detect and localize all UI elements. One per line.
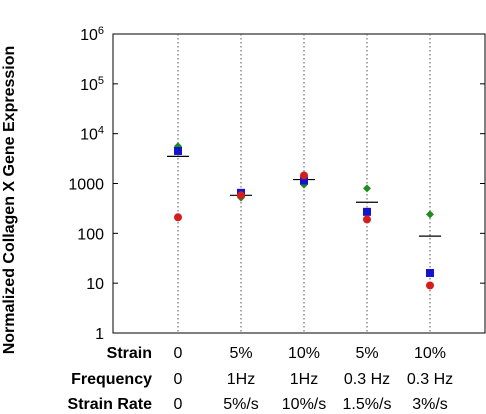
circle-point-3 <box>363 215 371 224</box>
circle-point-2 <box>300 171 308 180</box>
y-tick-label-4: 104 <box>80 125 104 144</box>
y-axis: 1 10 100 1000 104 105 106 <box>68 25 485 343</box>
row-label-strain-rate: Strain Rate <box>68 396 153 413</box>
condition-0-strain: 0 <box>174 345 183 362</box>
condition-0-strain-rate: 0 <box>174 396 183 413</box>
condition-1-frequency: 1Hz <box>227 371 255 388</box>
y-tick-label-0: 1 <box>95 326 104 343</box>
circle-point-4 <box>426 281 434 290</box>
mean-markers <box>167 155 441 237</box>
y-axis-label: Normalized Collagen X Gene Expression <box>1 46 18 355</box>
condition-4-frequency: 0.3 Hz <box>407 371 453 388</box>
y-tick-label-1: 10 <box>86 276 104 293</box>
square-point-4 <box>426 268 434 277</box>
condition-3-strain-rate: 1.5%/s <box>343 396 392 413</box>
condition-3-strain: 5% <box>355 345 378 362</box>
square-point-0 <box>174 146 182 155</box>
condition-row-labels: Strain Frequency Strain Rate <box>68 345 153 413</box>
condition-columns: 0 0 0 5% 1Hz 5%/s 10% 1Hz 10%/s 5% 0.3 Hz 1.5%/s 10%… <box>174 345 454 413</box>
y-tick-label-3: 1000 <box>68 177 104 194</box>
square-point-3 <box>363 207 371 216</box>
diamond-point-3 <box>363 184 371 193</box>
condition-4-strain: 10% <box>414 345 446 362</box>
row-label-frequency: Frequency <box>71 371 152 388</box>
y-tick-label-5: 105 <box>80 75 104 94</box>
circle-point-1 <box>237 191 245 200</box>
diamond-point-4 <box>426 210 434 219</box>
y-tick-label-2: 100 <box>77 226 104 243</box>
circle-point-0 <box>174 213 182 222</box>
condition-2-strain: 10% <box>288 345 320 362</box>
condition-0-frequency: 0 <box>174 371 183 388</box>
y-tick-label-6: 106 <box>80 25 104 44</box>
condition-2-strain-rate: 10%/s <box>282 396 326 413</box>
condition-3-frequency: 0.3 Hz <box>344 371 390 388</box>
data-points <box>174 142 434 290</box>
condition-1-strain: 5% <box>229 345 252 362</box>
condition-4-strain-rate: 3%/s <box>412 396 448 413</box>
condition-2-frequency: 1Hz <box>290 371 318 388</box>
square-point-2 <box>300 176 308 185</box>
row-label-strain: Strain <box>107 345 152 362</box>
condition-1-strain-rate: 5%/s <box>223 396 259 413</box>
